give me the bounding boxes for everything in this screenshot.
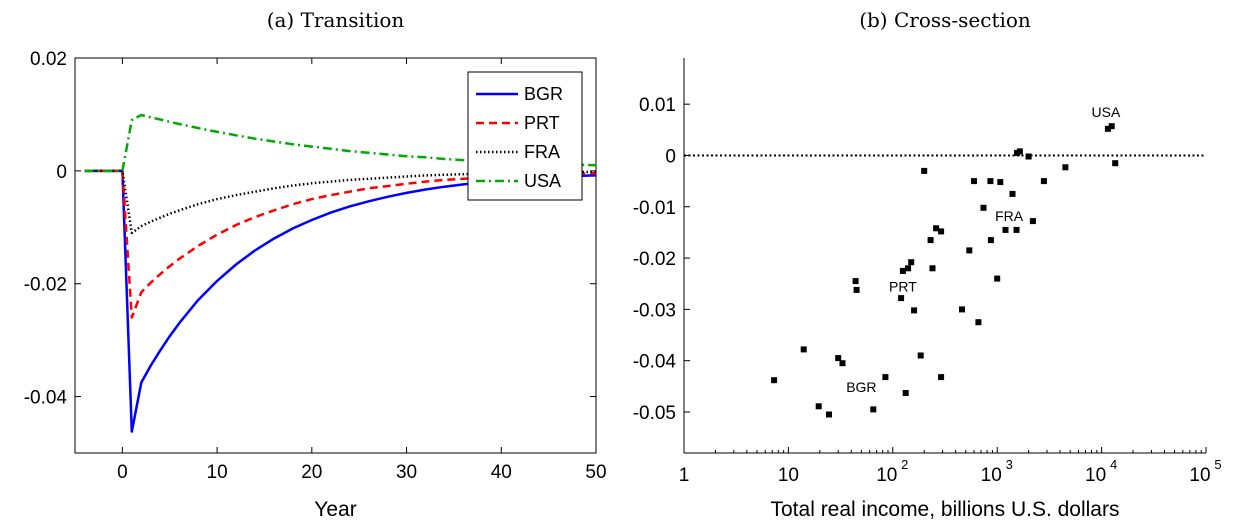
panel-transition: (a) Transition 0 10 20 30 40 50 0.02 0 -0.02 -0.04… bbox=[24, 8, 607, 521]
scatter-point bbox=[853, 286, 860, 293]
panel-b-title: (b) Cross-section bbox=[859, 8, 1031, 32]
scatter-point bbox=[771, 377, 778, 384]
scatter-point bbox=[933, 225, 940, 232]
scatter-point bbox=[1104, 125, 1111, 132]
y-tick-label: 0 bbox=[665, 146, 676, 167]
scatter-point bbox=[800, 346, 807, 353]
x-tick-label: 50 bbox=[585, 462, 606, 483]
scatter-point bbox=[980, 204, 987, 211]
scatter-point bbox=[1040, 178, 1047, 185]
scatter-point bbox=[987, 237, 994, 244]
panel-cross-section: (b) Cross-section 0.01 0 -0.01 -0.02 -0.03 -0.… bbox=[633, 8, 1222, 521]
scatter-point bbox=[929, 265, 936, 272]
scatter-point bbox=[1062, 164, 1069, 171]
scatter-point bbox=[852, 278, 859, 285]
x-tick-label-base: 10 bbox=[876, 465, 897, 486]
x-tick-label-exponent: 5 bbox=[1214, 457, 1221, 472]
scatter-point bbox=[921, 167, 928, 174]
legend-label-prt: PRT bbox=[524, 113, 560, 133]
scatter-point bbox=[966, 247, 973, 254]
x-tick-label: 20 bbox=[301, 462, 322, 483]
scatter-point bbox=[905, 265, 912, 272]
scatter-point bbox=[908, 259, 915, 266]
y-tick-label: -0.03 bbox=[633, 300, 676, 321]
y-tick-label: 0 bbox=[56, 162, 67, 183]
scatter-point bbox=[1108, 123, 1115, 130]
scatter-point bbox=[938, 228, 945, 235]
y-tick-label: -0.02 bbox=[633, 249, 676, 270]
x-tick-label: 30 bbox=[396, 462, 417, 483]
scatter-point bbox=[1009, 190, 1016, 197]
x-tick-label: 0 bbox=[117, 462, 128, 483]
scatter-point bbox=[975, 319, 982, 326]
scatter-point bbox=[938, 374, 945, 381]
y-tick-label: -0.05 bbox=[633, 403, 676, 424]
scatter-point bbox=[994, 275, 1001, 282]
scatter-point bbox=[1016, 148, 1023, 155]
x-tick-label-exponent: 2 bbox=[901, 457, 908, 472]
x-tick-label: 40 bbox=[491, 462, 512, 483]
scatter-point bbox=[882, 374, 889, 381]
y-tick-label: -0.01 bbox=[633, 198, 676, 219]
x-tick-label: 10 bbox=[207, 462, 228, 483]
x-tick-label-base: 10 bbox=[1189, 465, 1210, 486]
scatter-point bbox=[1025, 153, 1032, 160]
x-tick-label-base: 10 bbox=[981, 465, 1002, 486]
x-tick-label-base: 10 bbox=[1085, 465, 1106, 486]
scatter-point bbox=[826, 411, 832, 418]
scatter-point bbox=[1112, 160, 1119, 167]
scatter-point bbox=[835, 355, 842, 362]
scatter-point bbox=[899, 267, 906, 274]
x-tick-label: 10 bbox=[778, 465, 799, 486]
legend-label-usa: USA bbox=[524, 171, 561, 191]
x-axis-label: Total real income, billions U.S. dollars bbox=[771, 498, 1120, 521]
scatter-point bbox=[927, 237, 934, 244]
x-tick-label-exponent: 3 bbox=[1006, 457, 1013, 472]
scatter-point bbox=[987, 178, 994, 185]
scatter-point bbox=[839, 360, 846, 367]
legend-label-fra: FRA bbox=[524, 142, 560, 162]
y-tick-label: 0.02 bbox=[30, 49, 67, 70]
scatter-point bbox=[902, 390, 909, 396]
scatter-point bbox=[1002, 226, 1009, 233]
scatter-point bbox=[1029, 218, 1036, 225]
legend-label-bgr: BGR bbox=[524, 84, 563, 104]
y-tick-label: -0.04 bbox=[633, 352, 677, 373]
x-tick-label-exponent: 4 bbox=[1110, 457, 1117, 472]
scatter-point bbox=[1013, 226, 1020, 233]
annotation-bgr: BGR bbox=[846, 379, 876, 395]
series-line-bgr bbox=[84, 169, 597, 433]
scatter-point bbox=[917, 352, 924, 359]
panel-a-frame bbox=[74, 57, 597, 454]
y-tick-label: -0.02 bbox=[24, 275, 67, 296]
scatter-point bbox=[815, 403, 822, 410]
scatter-point bbox=[898, 295, 905, 302]
scatter-point bbox=[997, 179, 1004, 186]
annotation-prt: PRT bbox=[889, 278, 917, 294]
annotation-fra: FRA bbox=[995, 208, 1024, 224]
x-tick-label: 1 bbox=[679, 465, 690, 486]
panel-a-title: (a) Transition bbox=[267, 8, 405, 32]
scatter-point bbox=[959, 306, 965, 313]
scatter-point bbox=[911, 307, 918, 314]
x-axis-label: Year bbox=[314, 498, 356, 521]
scatter-point bbox=[971, 178, 977, 185]
annotation-usa: USA bbox=[1092, 104, 1121, 120]
scatter-point bbox=[870, 406, 877, 413]
y-tick-label: -0.04 bbox=[24, 388, 68, 409]
series-line-usa bbox=[84, 113, 597, 173]
y-tick-label: 0.01 bbox=[639, 95, 676, 116]
